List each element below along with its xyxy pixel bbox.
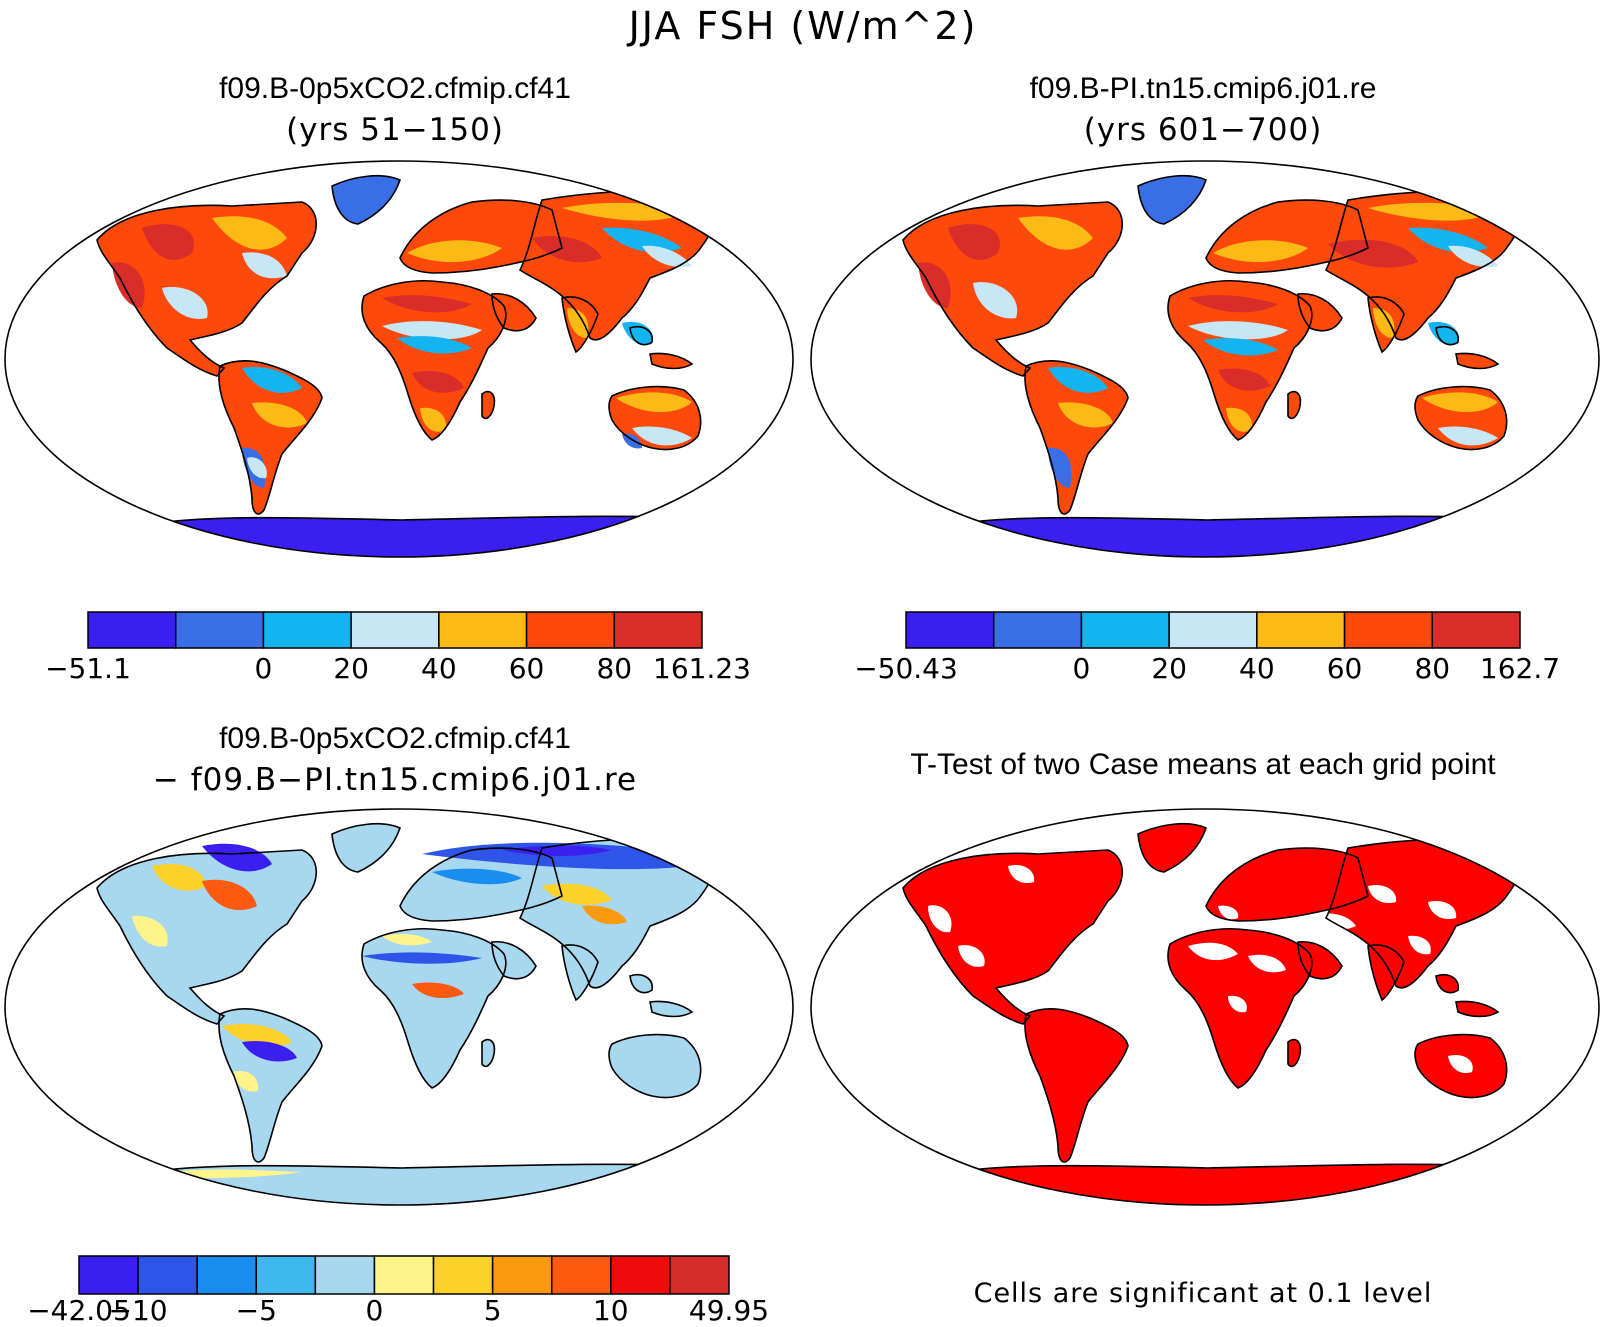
colorbar-swatch bbox=[610, 1255, 671, 1295]
colorbar-swatch bbox=[137, 1255, 198, 1295]
colorbar-tick-label: 0 bbox=[254, 652, 273, 685]
colorbar-swatch bbox=[992, 611, 1083, 649]
panel-2-map bbox=[810, 160, 1600, 558]
globe-outline bbox=[4, 160, 794, 558]
colorbar-tick-label: −42.05 bbox=[27, 1294, 131, 1327]
colorbar-tick-label: 20 bbox=[1151, 652, 1187, 685]
colorbar-swatch bbox=[613, 611, 703, 649]
colorbar-swatch bbox=[262, 611, 352, 649]
colorbar-swatch bbox=[438, 611, 528, 649]
panel-3-case-title: f09.B-0p5xCO2.cfmip.cf41 bbox=[219, 722, 571, 755]
colorbar-tick-label: −51.1 bbox=[45, 652, 131, 685]
colorbar-tick-label: 0 bbox=[365, 1294, 384, 1327]
colorbar-tick-label: 161.23 bbox=[653, 652, 751, 685]
colorbar-swatch bbox=[78, 1255, 139, 1295]
panel-2-case-title: f09.B-PI.tn15.cmip6.j01.re bbox=[1029, 72, 1377, 105]
colorbar-tick-label: −50.43 bbox=[854, 652, 958, 685]
colorbar-swatch bbox=[525, 611, 616, 649]
colorbar-tick-label: 40 bbox=[421, 652, 457, 685]
panel-2-colorbar bbox=[905, 611, 1521, 649]
panel-3-colorbar bbox=[78, 1255, 730, 1295]
colorbar-swatch bbox=[550, 1255, 612, 1295]
colorbar-tick-label: 0 bbox=[1072, 652, 1091, 685]
colorbar-tick-label: 5 bbox=[483, 1294, 502, 1327]
colorbar-swatch bbox=[373, 1255, 435, 1295]
colorbar-swatch bbox=[1431, 611, 1521, 649]
colorbar-tick-label: 80 bbox=[1414, 652, 1451, 685]
colorbar-tick-label: 162.7 bbox=[1479, 652, 1561, 685]
panel-1-subtitle: (yrs 51−150) bbox=[286, 112, 504, 148]
colorbar-swatch bbox=[669, 1255, 730, 1295]
colorbar-tick-label: −10 bbox=[108, 1294, 168, 1327]
panel-4-footnote: Cells are significant at 0.1 level bbox=[973, 1278, 1433, 1309]
colorbar-tick-label: 49.95 bbox=[688, 1294, 770, 1327]
panel-4-title: T-Test of two Case means at each grid po… bbox=[910, 748, 1496, 781]
panel-2-subtitle: (yrs 601−700) bbox=[1083, 112, 1323, 148]
colorbar-swatch bbox=[174, 611, 265, 649]
panel-3-map bbox=[4, 808, 794, 1206]
colorbar-swatch bbox=[1343, 611, 1434, 649]
panel-4-map bbox=[810, 808, 1600, 1206]
colorbar-tick-label: 80 bbox=[596, 652, 633, 685]
colorbar-tick-label: 10 bbox=[592, 1294, 629, 1327]
colorbar-swatch bbox=[87, 611, 177, 649]
colorbar-swatch bbox=[1256, 611, 1346, 649]
colorbar-swatch bbox=[1168, 611, 1258, 649]
colorbar-swatch bbox=[196, 1255, 258, 1295]
panel-1-map bbox=[4, 160, 794, 558]
panel-3-subtitle: − f09.B−PI.tn15.cmip6.j01.re bbox=[152, 762, 638, 798]
colorbar-tick-label: 60 bbox=[1326, 652, 1363, 685]
colorbar-swatch bbox=[255, 1255, 317, 1295]
colorbar-tick-label: 60 bbox=[508, 652, 545, 685]
panel-1-case-title: f09.B-0p5xCO2.cfmip.cf41 bbox=[219, 72, 571, 105]
colorbar-swatch bbox=[1080, 611, 1170, 649]
colorbar-swatch bbox=[314, 1255, 376, 1295]
colorbar-tick-label: 20 bbox=[333, 652, 369, 685]
colorbar-tick-label: 40 bbox=[1239, 652, 1275, 685]
colorbar-tick-label: −5 bbox=[235, 1294, 277, 1327]
nonsignificant-patches bbox=[928, 864, 1473, 1074]
diff-patches bbox=[132, 842, 702, 1179]
colorbar-swatch bbox=[491, 1255, 553, 1295]
colorbar-swatch bbox=[350, 611, 440, 649]
figure-title: JJA FSH (W/m^2) bbox=[628, 4, 978, 48]
colorbar-swatch bbox=[905, 611, 995, 649]
colorbar-swatch bbox=[432, 1255, 494, 1295]
panel-1-colorbar bbox=[87, 611, 703, 649]
